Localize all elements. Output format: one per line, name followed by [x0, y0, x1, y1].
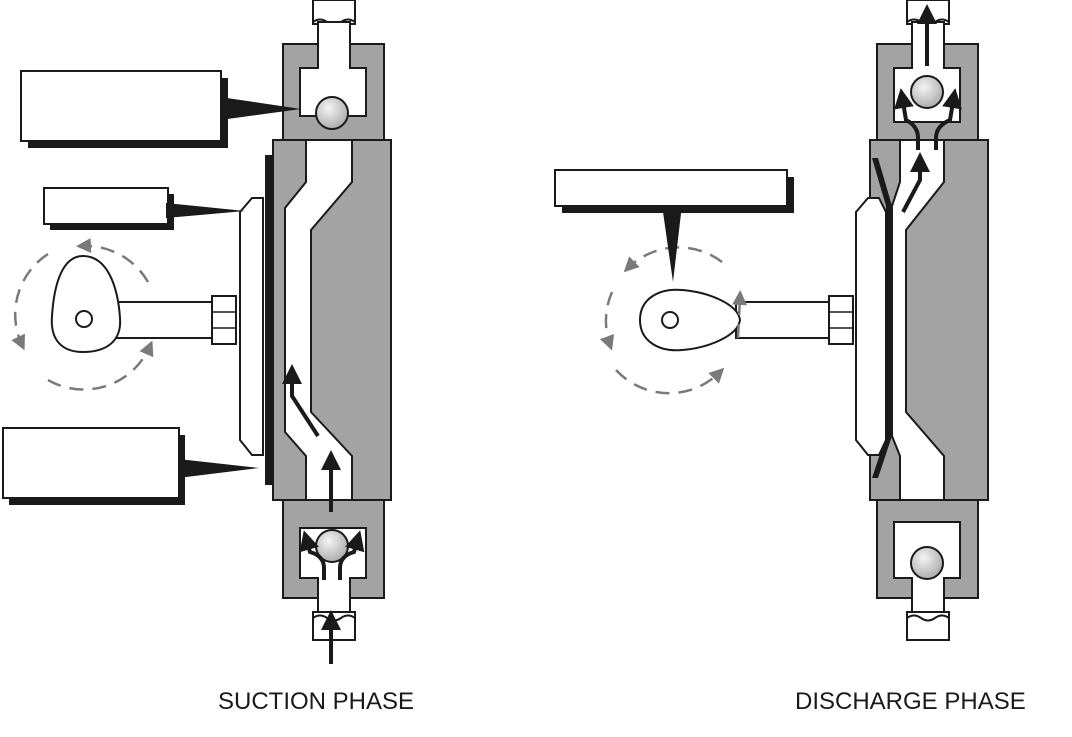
lower-check-valve [282, 499, 385, 621]
rod-nut [211, 295, 237, 345]
piston-plate [855, 197, 887, 456]
rotation-arrows [11, 238, 154, 391]
upper-ball [910, 75, 944, 109]
lower-ball [910, 546, 944, 580]
diaphragm [265, 155, 273, 485]
suction-phase-caption: SUCTION PHASE [218, 688, 415, 715]
callout-box-upper [20, 70, 301, 148]
inlet-pipe-stub [906, 611, 950, 641]
connecting-rod [115, 301, 217, 339]
cam-shaft [661, 311, 679, 329]
suction-phase-assembly [2, 0, 392, 664]
eccentric-cam [50, 254, 122, 354]
upper-check-valve [282, 21, 385, 145]
connecting-rod [735, 301, 833, 339]
eccentric-cam [638, 288, 742, 352]
suction-flow-arrows [282, 364, 365, 664]
discharge-phase-caption: DISCHARGE PHASE [795, 688, 1026, 715]
callout-box [554, 169, 794, 282]
cam-shaft [75, 310, 93, 328]
piston-plate [239, 197, 264, 456]
callout-box-middle [43, 187, 245, 230]
discharge-flow-arrows [894, 4, 962, 213]
lower-check-valve [876, 499, 979, 621]
discharge-phase-assembly [554, 0, 989, 641]
upper-ball [315, 96, 349, 130]
pump-body [272, 139, 392, 501]
callout-box-lower [2, 427, 259, 505]
rod-nut [828, 295, 854, 345]
inlet-pipe-stub [312, 611, 356, 641]
outlet-pipe-stub [312, 0, 356, 26]
